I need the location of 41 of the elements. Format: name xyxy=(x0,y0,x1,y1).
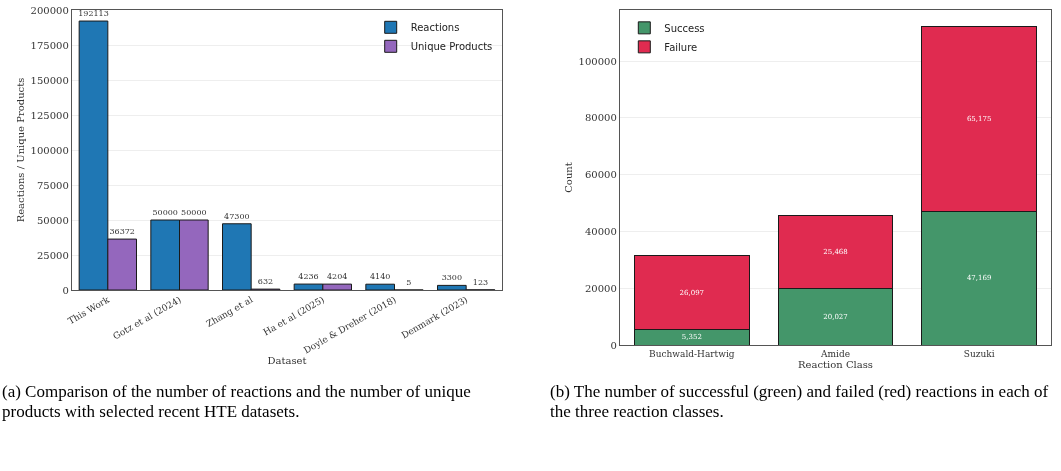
text: (b) The number of successful (green) and failed (red) reactions in each of the three reaction classes. xyxy=(550,382,1050,422)
data-label: 47300 xyxy=(224,211,250,221)
legend-label: Success xyxy=(664,22,705,34)
y-axis-title: Count xyxy=(562,162,574,193)
y-tick-label: 20000 xyxy=(584,282,617,294)
data-label: 50000 xyxy=(181,208,207,217)
y-tick-label: 40000 xyxy=(584,225,617,237)
data-label: 36372 xyxy=(109,227,135,237)
y-tick-label: 60000 xyxy=(584,169,617,181)
y-tick-label: 75000 xyxy=(36,179,69,191)
text: (a) Comparison of the number of reactions and the number of unique products with selected recent HTE datasets. xyxy=(2,382,472,422)
y-tick-label: 0 xyxy=(610,339,617,351)
y-tick-label: 175000 xyxy=(30,39,69,51)
y-axis-title: Reactions / Unique Products xyxy=(14,77,26,223)
data-label: 123 xyxy=(472,277,489,287)
y-tick-label: 0 xyxy=(62,284,69,296)
x-axis-title: Reaction Class xyxy=(798,359,873,370)
y-tick-label: 100000 xyxy=(578,55,617,67)
data-label: 192113 xyxy=(78,9,109,19)
x-tick-label: Suzuki xyxy=(963,349,995,359)
x-tick-label: Buchwald-Hartwig xyxy=(649,349,735,359)
data-label: 5 xyxy=(406,277,412,287)
data-label: 4236 xyxy=(298,272,319,282)
legend-label: Unique Products xyxy=(410,41,493,53)
x-tick-label: This Work xyxy=(66,294,112,327)
y-tick-label: 150000 xyxy=(30,74,69,86)
data-label: 3300 xyxy=(441,273,463,283)
legend-label: Reactions xyxy=(410,22,460,34)
y-tick-label: 80000 xyxy=(584,112,617,124)
legend-label: Failure xyxy=(664,41,698,53)
y-tick-label: 100000 xyxy=(30,144,69,156)
y-tick-label: 50000 xyxy=(36,214,69,226)
data-label: 50000 xyxy=(152,208,178,217)
data-label: 632 xyxy=(257,277,274,287)
x-axis-title: Dataset xyxy=(267,355,307,367)
data-label: 4140 xyxy=(369,272,391,282)
y-tick-label: 200000 xyxy=(30,4,69,16)
y-tick-label: 25000 xyxy=(36,249,69,261)
data-label: 4204 xyxy=(326,272,348,282)
y-tick-label: 125000 xyxy=(30,109,69,121)
x-tick-label: Amide xyxy=(820,349,850,359)
